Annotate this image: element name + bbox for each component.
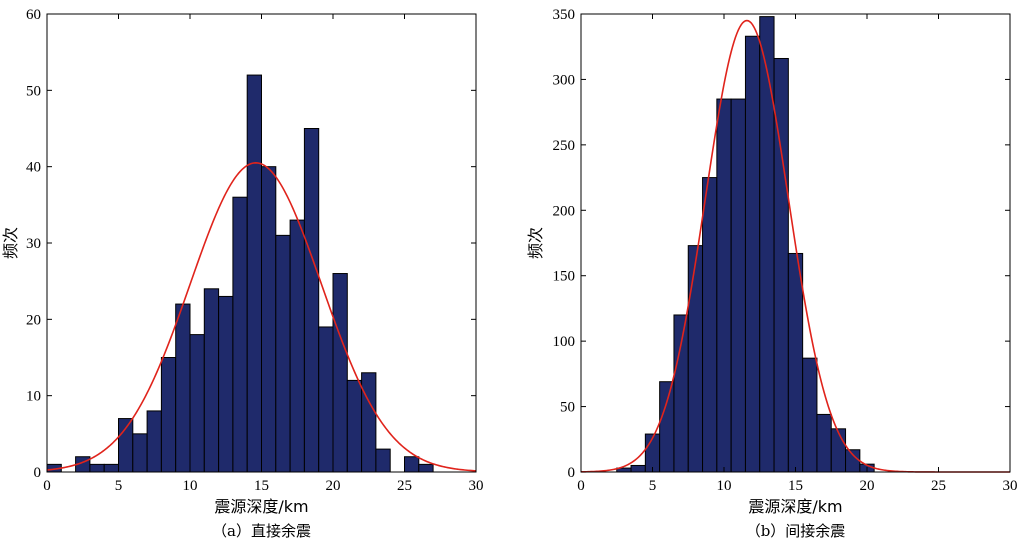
histogram-bar [303, 128, 320, 473]
x-axis-label: 震源深度/km [748, 497, 842, 516]
x-tick-label: 5 [115, 478, 123, 494]
panel-caption: （b）间接余震 [746, 522, 846, 540]
histogram-bar [132, 433, 148, 473]
y-tick-label: 0 [568, 465, 576, 481]
histogram-bar [289, 219, 305, 473]
x-axis-label: 震源深度/km [214, 497, 308, 516]
y-tick-label: 40 [26, 160, 41, 176]
y-tick-label: 300 [553, 72, 576, 88]
histogram-bar [659, 381, 675, 473]
x-tick-label: 25 [931, 478, 946, 494]
histogram-bar [160, 357, 177, 473]
histogram-bar [218, 295, 234, 473]
x-tick-label: 15 [254, 478, 269, 494]
histogram-bar [687, 245, 704, 473]
histogram-bar [103, 463, 119, 473]
x-tick-label: 10 [183, 478, 198, 494]
histogram-bar [275, 234, 291, 473]
y-tick-label: 30 [26, 236, 41, 252]
histogram-bar [673, 314, 689, 473]
histogram-bar [318, 326, 334, 473]
histogram-bar [730, 98, 746, 473]
histogram-bar [175, 303, 191, 473]
histogram-bar [630, 464, 646, 473]
y-tick-label: 350 [553, 7, 576, 23]
histogram-bar [361, 372, 377, 473]
histogram-bar [146, 410, 162, 473]
y-tick-label: 50 [560, 400, 575, 416]
histogram-bar [845, 449, 861, 473]
y-tick-label: 50 [26, 83, 41, 99]
histogram-bar [404, 456, 420, 473]
histogram-bar [261, 166, 277, 473]
histogram-bar [346, 379, 363, 473]
histogram-bar [203, 288, 220, 473]
histogram-bar [232, 196, 248, 473]
y-tick-label: 100 [553, 334, 576, 350]
histogram-panel-indirect-aftershocks: 0 5 10 15 20 25 30050100150200250300350震源深度/km… [526, 7, 1018, 540]
histogram-bar [418, 463, 434, 473]
y-tick-label: 0 [34, 465, 42, 481]
histogram-bar [744, 35, 761, 473]
histogram-bar [189, 334, 205, 473]
histogram-bar [702, 177, 718, 473]
x-tick-label: 30 [1003, 478, 1018, 494]
histogram-bar [716, 98, 732, 473]
y-axis-label: 频次 [526, 227, 545, 259]
y-tick-label: 10 [26, 389, 41, 405]
histogram-bar [118, 418, 134, 473]
histogram-bar [759, 16, 775, 473]
y-tick-label: 60 [26, 7, 41, 23]
histogram-bar [802, 357, 818, 473]
y-tick-label: 250 [553, 138, 576, 154]
histogram-bar [787, 252, 804, 473]
normal-fit-curve [46, 162, 477, 472]
x-tick-label: 0 [577, 478, 585, 494]
histogram-bar [375, 448, 391, 473]
y-tick-label: 200 [553, 203, 576, 219]
y-tick-label: 150 [553, 269, 576, 285]
panel-caption: （a）直接余震 [212, 522, 311, 540]
histogram-bar [816, 413, 832, 473]
x-tick-label: 10 [717, 478, 732, 494]
x-tick-label: 0 [43, 478, 51, 494]
histogram-bar [246, 74, 262, 473]
histogram-panel-direct-aftershocks: 0 5 10 15 20 25 30 0 10 20 30 40 50 60 震源深度/km 频次 （a）直接余… [1, 7, 484, 540]
x-tick-label: 20 [860, 478, 875, 494]
histogram-bar [332, 273, 348, 473]
x-tick-label: 20 [326, 478, 341, 494]
histogram-bar [830, 428, 847, 473]
x-tick-label: 30 [469, 478, 484, 494]
y-tick-label: 20 [26, 312, 41, 328]
x-tick-label: 15 [788, 478, 803, 494]
x-tick-label: 25 [397, 478, 412, 494]
y-axis-label: 频次 [1, 227, 20, 259]
histogram-bar [89, 463, 105, 473]
x-tick-label: 5 [649, 478, 657, 494]
